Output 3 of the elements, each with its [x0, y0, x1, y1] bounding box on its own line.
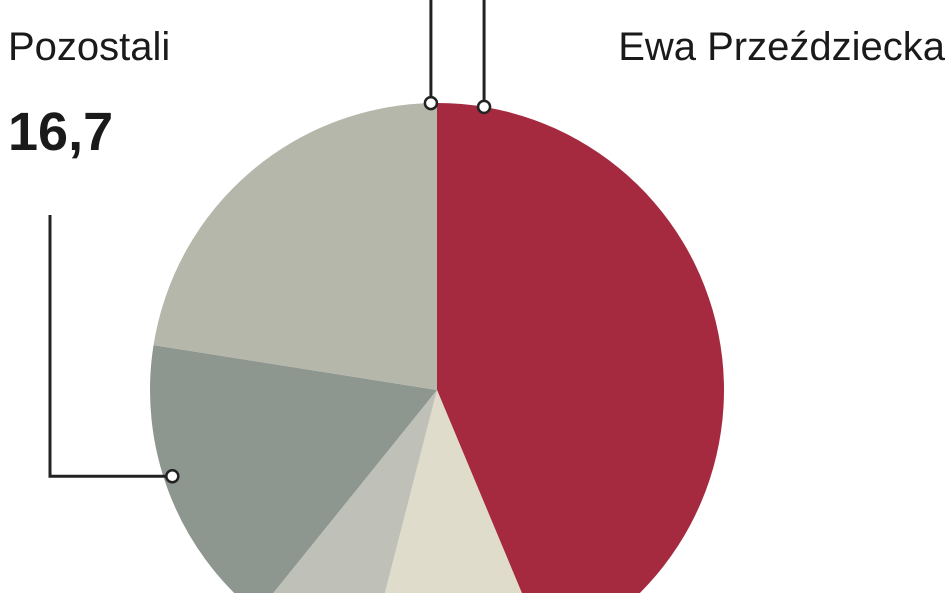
slice-label: Ewa Przeździecka	[618, 25, 946, 69]
data-label: 16,7	[8, 102, 114, 162]
slice-label: Pozostali	[8, 25, 170, 69]
